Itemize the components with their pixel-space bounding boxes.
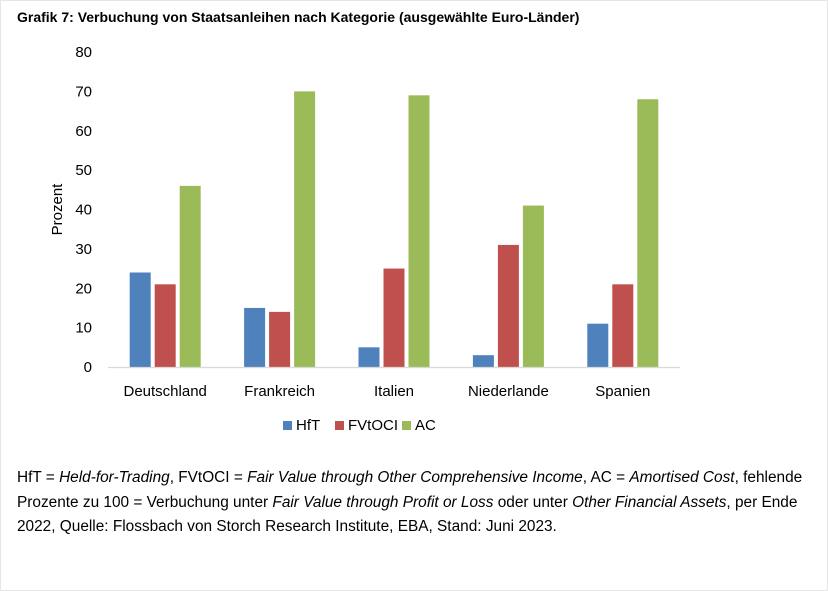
y-tick-label: 30 <box>75 241 92 258</box>
bar-ac-spanien <box>637 99 659 367</box>
footnote-text: Fair Value through Other Comprehensive I… <box>247 469 583 486</box>
bar-ac-niederlande <box>522 205 544 367</box>
bar-hft-deutschland <box>129 272 151 367</box>
y-tick-label: 20 <box>75 280 92 297</box>
bar-ac-deutschland <box>179 185 201 367</box>
footnote: HfT = Held-for-Trading, FVtOCI = Fair Va… <box>17 466 817 540</box>
x-tick-label: Niederlande <box>468 383 549 400</box>
y-tick-label: 60 <box>75 123 92 140</box>
x-tick-label: Deutschland <box>124 383 207 400</box>
bar-fvtoci-spanien <box>612 284 634 367</box>
x-tick-label: Spanien <box>595 383 650 400</box>
bar-ac-italien <box>408 95 430 367</box>
y-tick-label: 70 <box>75 83 92 100</box>
chart-title: Grafik 7: Verbuchung von Staatsanleihen … <box>17 9 580 25</box>
y-tick-label: 50 <box>75 162 92 179</box>
footnote-text: , per Ende 2022, Quelle: Flossbach von S… <box>17 493 798 536</box>
footnote-text: Fair Value through Profit or Loss <box>272 493 494 511</box>
footnote-text: oder unter <box>493 493 573 511</box>
footnote-text: Amortised Cost <box>629 469 735 486</box>
bar-ac-frankreich <box>294 91 316 367</box>
footnote-text: , fehlende Prozente zu 100 = Verbuchung … <box>17 469 803 511</box>
bar-fvtoci-italien <box>383 268 405 367</box>
footnote-text: Other Financial Assets <box>572 493 727 511</box>
legend-swatch <box>335 421 344 430</box>
y-tick-label: 10 <box>75 320 92 337</box>
bar-chart: 0 10 20 30 40 50 60 70 80 Prozent Deutschland Frank… <box>49 44 680 434</box>
bar-hft-spanien <box>587 323 609 367</box>
bar-fvtoci-frankreich <box>269 311 291 367</box>
legend-swatch <box>283 421 292 430</box>
bar-hft-niederlande <box>472 355 494 367</box>
legend-label: HfT <box>296 417 320 434</box>
y-tick-label: 80 <box>75 44 92 61</box>
legend-swatch <box>402 421 411 430</box>
x-tick-label: Italien <box>374 383 414 400</box>
bar-fvtoci-deutschland <box>154 284 176 367</box>
footnote-text: HfT = <box>17 469 60 486</box>
footnote-text: Held-for-Trading <box>59 469 170 486</box>
y-tick-label: 0 <box>84 359 92 376</box>
legend-label: AC <box>415 417 436 434</box>
legend-label: FVtOCI <box>348 417 398 434</box>
bar-fvtoci-niederlande <box>497 244 519 367</box>
y-axis-label: Prozent <box>49 183 66 236</box>
footnote-text: , AC = <box>582 469 630 486</box>
footnote-text: , FVtOCI = <box>169 469 248 486</box>
y-tick-label: 40 <box>75 202 92 219</box>
bar-hft-italien <box>358 347 380 367</box>
x-tick-label: Frankreich <box>244 383 315 400</box>
bar-hft-frankreich <box>244 307 266 367</box>
